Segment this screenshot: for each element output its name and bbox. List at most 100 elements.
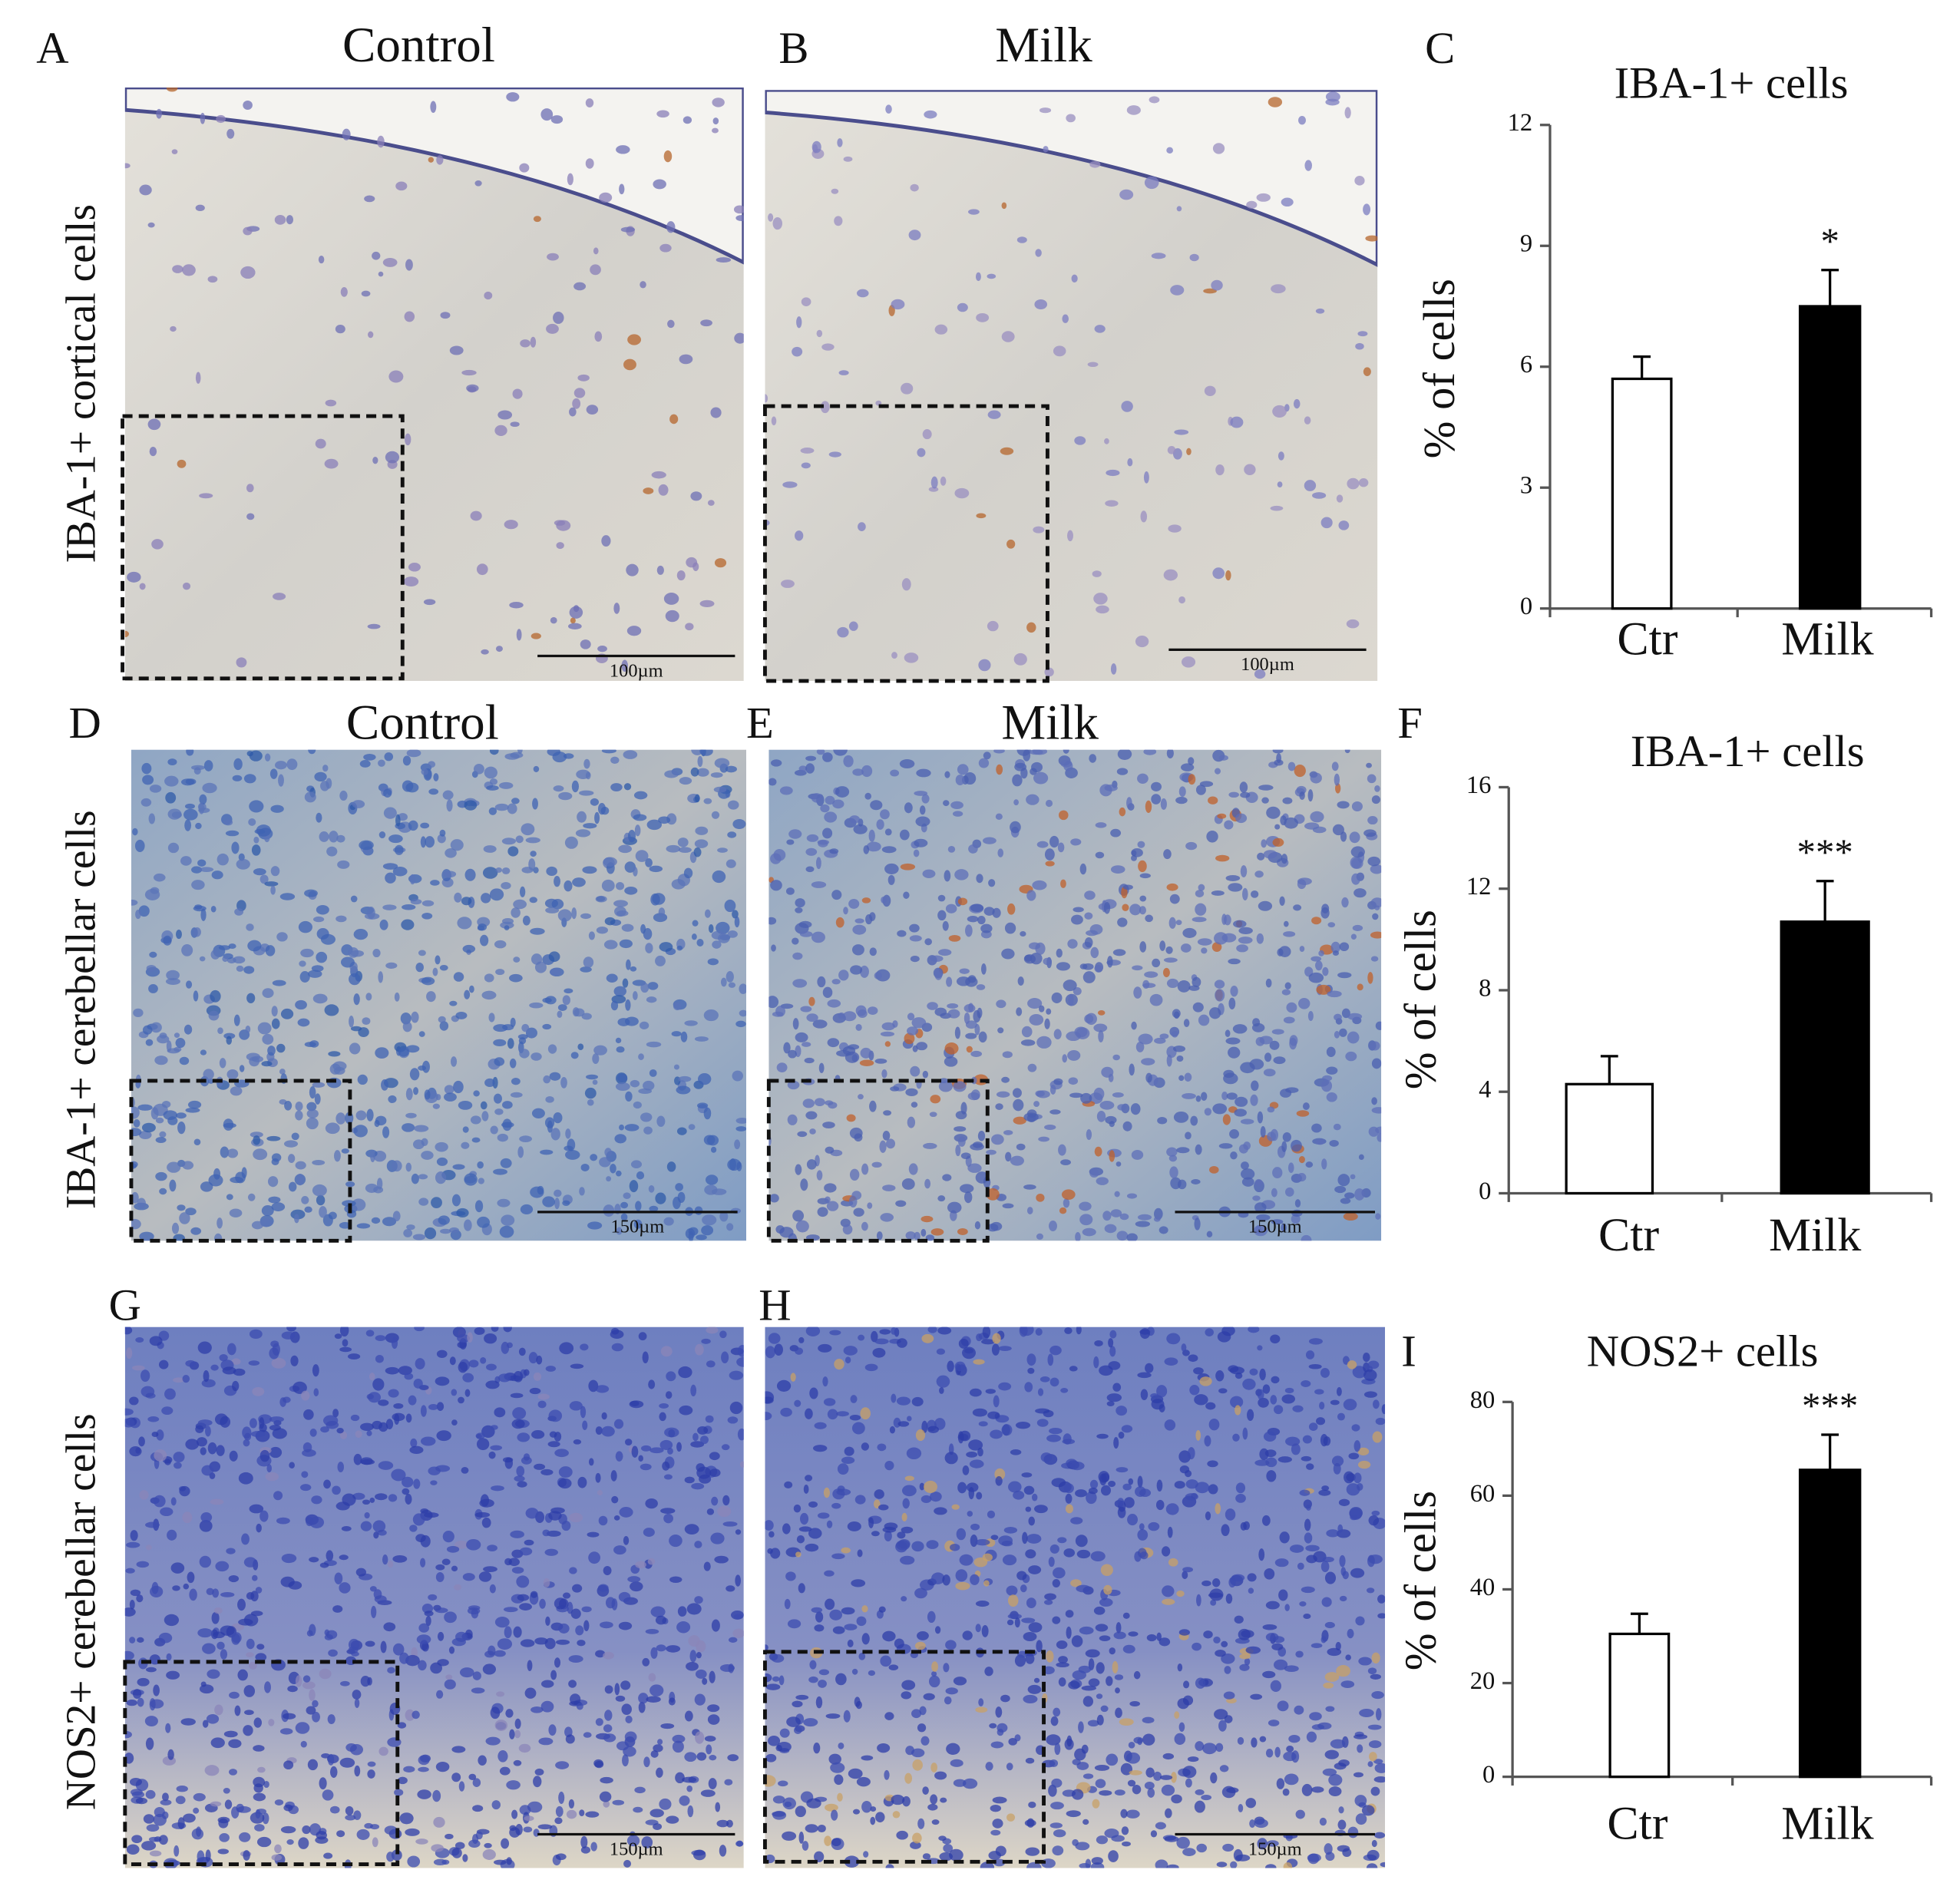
cell xyxy=(1241,1177,1254,1187)
cell xyxy=(1351,1424,1360,1432)
cell xyxy=(664,770,679,778)
cell xyxy=(905,1746,915,1756)
cell xyxy=(1121,1425,1133,1433)
cell xyxy=(1204,385,1216,396)
cell xyxy=(342,1493,356,1506)
cell xyxy=(1126,105,1141,115)
cell xyxy=(939,1387,944,1394)
cell xyxy=(570,617,576,624)
cell xyxy=(335,1112,346,1125)
cell xyxy=(1295,1650,1304,1658)
cell xyxy=(922,1070,929,1079)
cell xyxy=(540,1700,554,1713)
cell xyxy=(271,1202,286,1211)
cell xyxy=(1369,1752,1377,1762)
cell xyxy=(451,1848,462,1858)
cell xyxy=(1208,1419,1220,1431)
cell xyxy=(817,976,826,988)
cell xyxy=(814,1624,825,1632)
cell xyxy=(1201,947,1208,954)
cell xyxy=(1152,958,1161,968)
cell xyxy=(818,1062,825,1073)
cell xyxy=(1045,861,1055,867)
cell xyxy=(869,1100,877,1112)
cell xyxy=(1370,956,1379,962)
cell xyxy=(1301,1234,1312,1241)
cell xyxy=(849,815,861,824)
cell xyxy=(915,816,930,827)
cell xyxy=(739,1461,744,1468)
cell xyxy=(349,1016,355,1028)
cell xyxy=(930,955,944,963)
cell xyxy=(765,394,768,403)
cell xyxy=(474,1326,485,1335)
micrograph-content xyxy=(765,90,1378,682)
cell xyxy=(1178,596,1186,604)
cell xyxy=(539,1598,546,1609)
cell xyxy=(709,1670,716,1683)
cell xyxy=(1273,1056,1286,1065)
cell xyxy=(1204,1108,1212,1116)
cell xyxy=(409,874,415,885)
cell xyxy=(339,1554,349,1561)
cell xyxy=(1257,1111,1264,1124)
cell xyxy=(696,1640,706,1653)
cell xyxy=(573,388,586,398)
cell xyxy=(722,1495,730,1506)
cell xyxy=(882,1184,896,1191)
cell xyxy=(965,1032,977,1039)
cell xyxy=(382,904,397,910)
cell xyxy=(1047,1353,1054,1366)
cell xyxy=(659,243,672,253)
cell xyxy=(901,382,914,395)
cell xyxy=(1281,989,1291,996)
cell xyxy=(486,1363,497,1371)
cell xyxy=(666,1815,679,1824)
cell xyxy=(421,1151,434,1160)
inset-box xyxy=(123,1660,400,1867)
cell xyxy=(1347,1013,1363,1020)
cell xyxy=(993,1395,1000,1408)
cell xyxy=(837,1463,849,1475)
cell xyxy=(232,1380,240,1392)
cell xyxy=(970,1535,978,1548)
cell xyxy=(1114,1789,1125,1796)
cell xyxy=(847,1521,861,1531)
cell xyxy=(975,1601,990,1607)
cell xyxy=(405,1162,412,1172)
cell xyxy=(1068,1077,1079,1085)
cell xyxy=(566,1809,577,1819)
cell xyxy=(243,1439,250,1447)
cell xyxy=(1064,1738,1074,1750)
cell xyxy=(1139,1328,1150,1340)
cell xyxy=(543,1578,550,1587)
cell xyxy=(1274,1746,1281,1758)
cell xyxy=(1095,1624,1109,1632)
cell xyxy=(576,769,590,779)
cell xyxy=(1251,890,1259,898)
cell xyxy=(474,1200,484,1213)
cell xyxy=(1262,1515,1271,1526)
cell xyxy=(158,1632,173,1644)
cell xyxy=(905,1088,918,1096)
cell xyxy=(1167,1526,1173,1538)
cell xyxy=(165,1723,171,1733)
cell xyxy=(325,1122,340,1135)
cell xyxy=(940,476,947,486)
cell xyxy=(806,1013,818,1022)
cell xyxy=(1117,1498,1125,1507)
cell xyxy=(436,1157,448,1166)
cell xyxy=(978,758,990,768)
cell xyxy=(223,1122,236,1128)
cell xyxy=(837,1792,843,1802)
cell xyxy=(1353,1734,1368,1739)
cell xyxy=(1184,1072,1192,1082)
cell xyxy=(805,1543,819,1552)
cell xyxy=(818,1680,827,1688)
cell xyxy=(1193,1367,1204,1375)
cell xyxy=(1105,500,1119,507)
cell xyxy=(1063,1198,1070,1208)
cell xyxy=(510,1392,524,1399)
cell xyxy=(1012,1088,1022,1098)
